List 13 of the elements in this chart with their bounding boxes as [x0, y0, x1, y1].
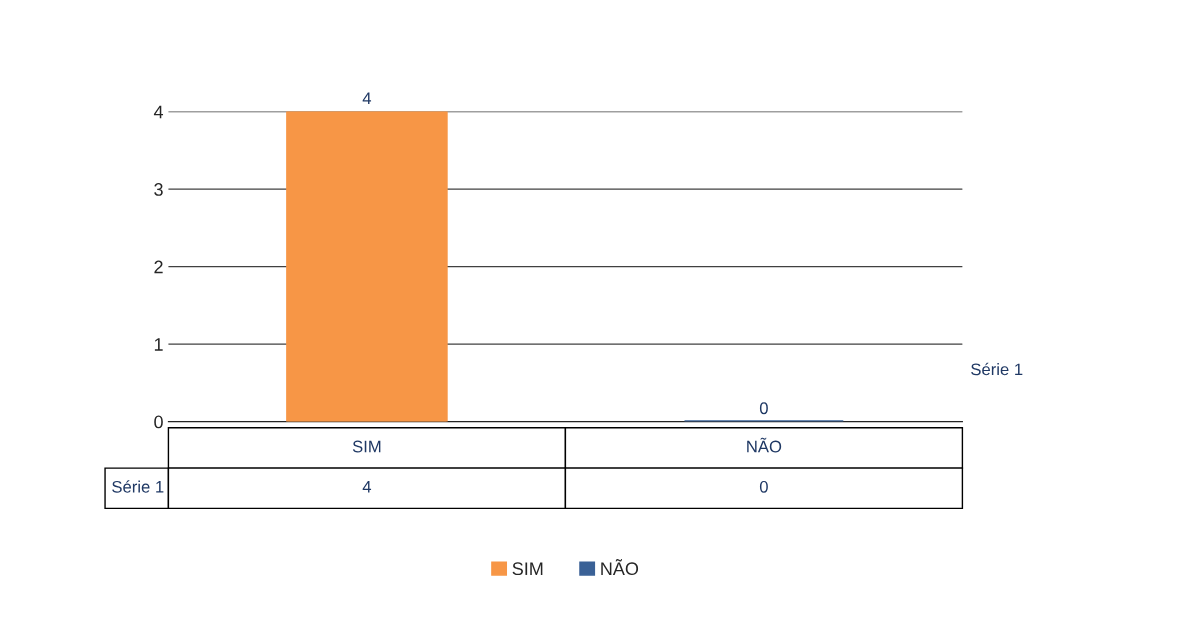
data-label: 4: [362, 481, 372, 493]
text: Série 1: [112, 480, 164, 493]
y-tick-label: 4: [153, 105, 164, 119]
text: Série 1: [971, 362, 1023, 376]
y-tick-label: 0: [154, 415, 163, 429]
data-label: 0: [759, 480, 768, 493]
y-tick-label: 3: [154, 183, 163, 196]
text: 0: [759, 402, 768, 415]
text: 4: [362, 92, 372, 104]
y-tick-label: 2: [154, 260, 163, 274]
y-tick-label: 1: [154, 338, 163, 351]
category-label: NÃO: [601, 559, 639, 576]
category-label: SIM: [512, 562, 543, 576]
